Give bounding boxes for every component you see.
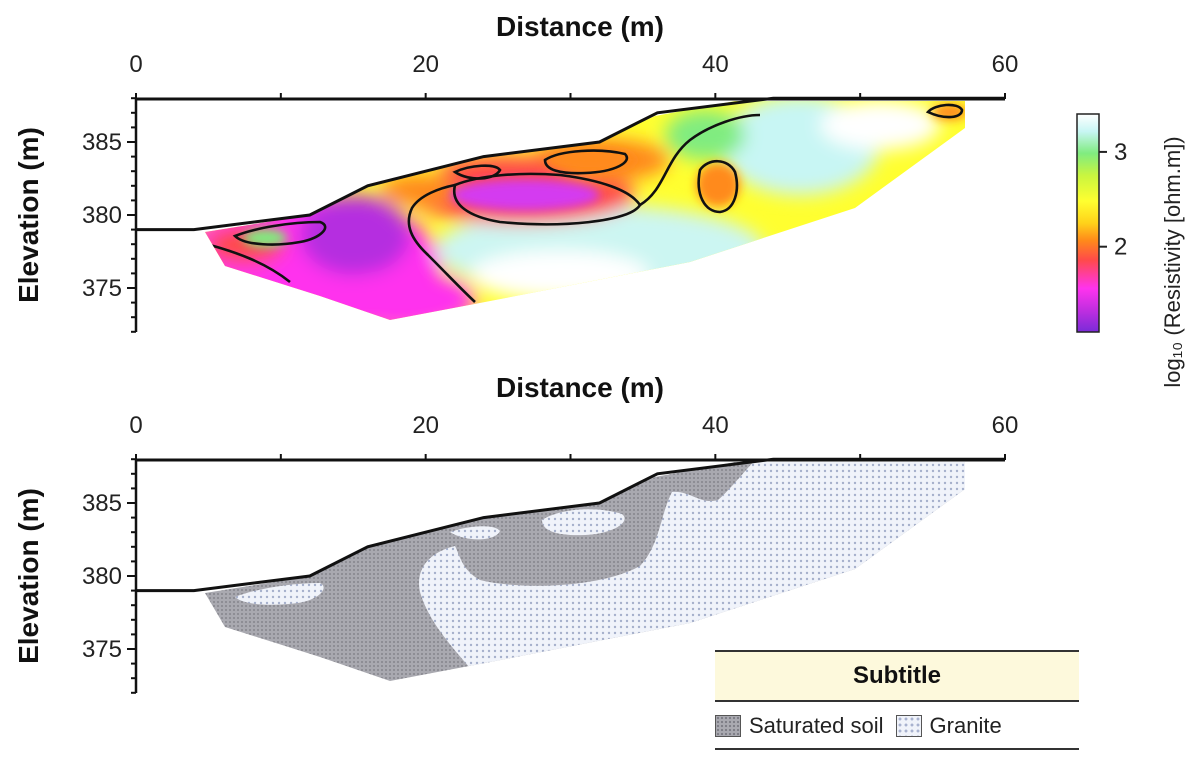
y-tick-label: 380 <box>82 563 122 590</box>
top-surface-profile <box>136 96 1005 232</box>
colorbar-gradient <box>1076 113 1100 333</box>
x-tick-label: 40 <box>702 51 729 78</box>
legend-item-saturated-soil: Saturated soil <box>715 713 884 739</box>
colorbar-title: log₁₀ (Resistivity [ohm.m]) <box>1160 136 1185 387</box>
colorbar-tick-label: 3 <box>1114 139 1127 166</box>
bottom-y-ticks: 385 380 375 <box>82 458 136 694</box>
x-tick-label: 60 <box>992 412 1019 439</box>
bottom-x-axis-title: Distance (m) <box>496 372 664 403</box>
x-tick-label: 0 <box>129 51 142 78</box>
top-y-ticks: 385 380 375 <box>82 97 136 333</box>
legend-items: Saturated soil Granite <box>715 706 1079 746</box>
x-tick-label: 20 <box>412 412 439 439</box>
x-tick-label: 0 <box>129 412 142 439</box>
x-tick-label: 40 <box>702 412 729 439</box>
top-panel: Distance (m) Elevation (m) 0 20 40 60 38538… <box>13 11 1185 388</box>
top-x-axis-title: Distance (m) <box>496 11 664 42</box>
legend: Subtitle Saturated soil Granite <box>715 650 1079 750</box>
y-tick-label: 385 <box>82 129 122 156</box>
bottom-surface-profile <box>136 457 1005 593</box>
bottom-y-axis-title: Elevation (m) <box>13 488 44 664</box>
legend-title: Subtitle <box>715 650 1079 702</box>
bottom-panel: Distance (m) Elevation (m) 0 20 40 60 38538… <box>13 372 1018 694</box>
contour-lines <box>209 103 964 303</box>
legend-label-saturated-soil: Saturated soil <box>749 713 884 738</box>
granite-swatch <box>895 715 922 737</box>
x-tick-label: 60 <box>992 51 1019 78</box>
x-tick-label: 20 <box>412 51 439 78</box>
colorbar-ticks: 32 <box>1099 139 1127 261</box>
legend-item-granite: Granite <box>895 713 1002 739</box>
y-tick-label: 375 <box>82 636 122 663</box>
y-tick-label: 380 <box>82 202 122 229</box>
legend-bottom-rule <box>715 748 1079 750</box>
y-tick-label: 375 <box>82 275 122 302</box>
legend-label-granite: Granite <box>929 713 1002 738</box>
colorbar: 32 log₁₀ (Resistivity [ohm.m]) <box>1076 113 1185 388</box>
colorbar-tick-label: 2 <box>1114 234 1127 261</box>
bottom-x-ticks: 0 20 40 60 <box>129 412 1018 460</box>
saturated-soil-swatch <box>715 715 741 737</box>
top-x-ticks: 0 20 40 60 <box>129 51 1018 99</box>
top-y-axis-title: Elevation (m) <box>13 127 44 303</box>
y-tick-label: 385 <box>82 490 122 517</box>
